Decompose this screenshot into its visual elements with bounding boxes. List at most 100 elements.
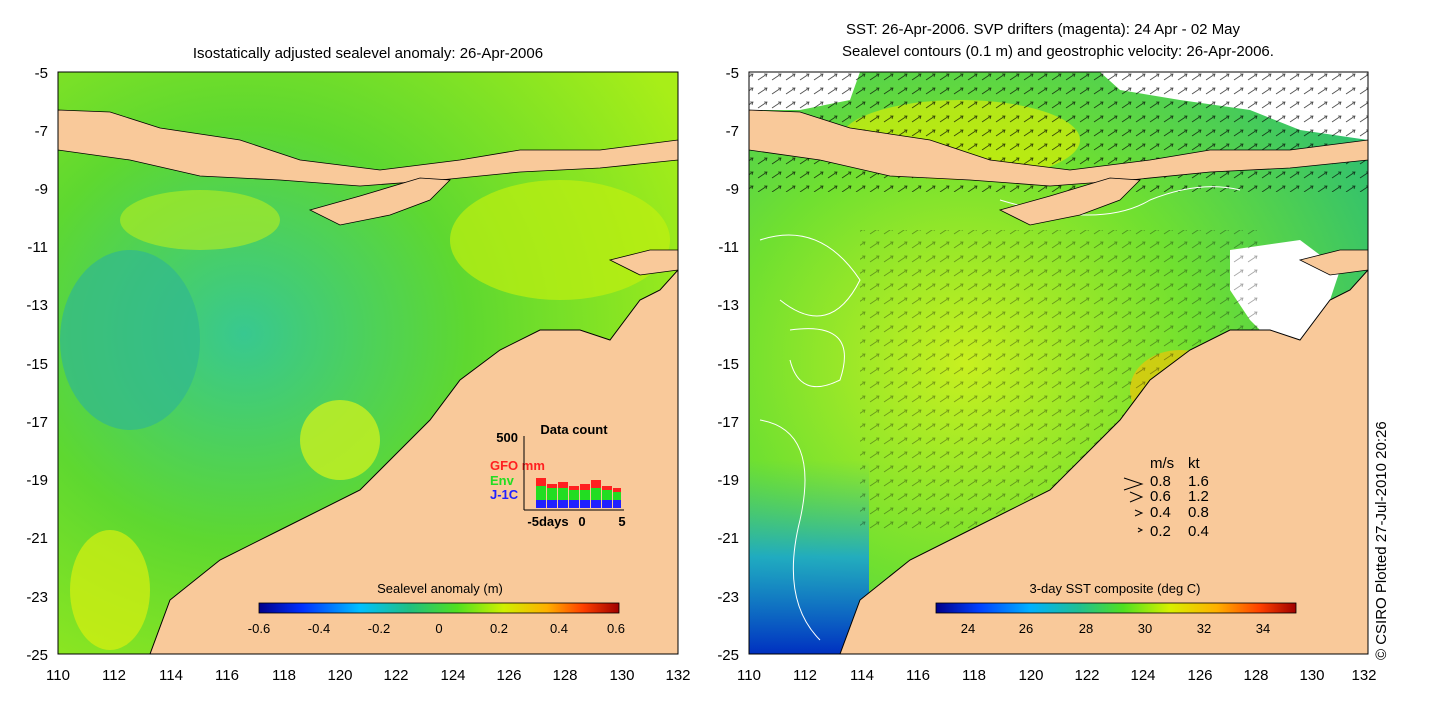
velocity-key-ms: 0.2 [1150, 523, 1171, 540]
left-colorbar-title: Sealevel anomaly (m) [377, 581, 503, 596]
right-xtick: 116 [906, 667, 930, 684]
credit-text: © CSIRO Plotted 27-Jul-2010 20:26 [1373, 421, 1390, 660]
left-colorbar-tick: 0.4 [550, 621, 568, 636]
data-count-title: Data count [540, 422, 608, 437]
left-xtick: 116 [215, 667, 239, 684]
right-colorbar-tick: 30 [1138, 621, 1152, 636]
legend-gfo: GFO mm [490, 458, 545, 473]
left-xtick: 120 [327, 667, 352, 684]
data-count-xlabel: 5 [618, 514, 625, 529]
left-colorbar-tick: 0.2 [490, 621, 508, 636]
right-ytick: -19 [717, 472, 739, 489]
left-map [58, 72, 678, 654]
right-ytick: -13 [717, 297, 739, 314]
velocity-key-kt-header: kt [1188, 455, 1201, 472]
legend-env: Env [490, 473, 515, 488]
velocity-arrow-04 [1134, 509, 1144, 517]
velocity-key-kt: 1.6 [1188, 473, 1209, 490]
velocity-key: m/s kt 0.8 1.6 0.6 1.2 0.4 0.8 0.2 0.4 [1123, 455, 1209, 540]
left-xtick: 130 [609, 667, 634, 684]
right-xtick: 128 [1243, 667, 1268, 684]
left-y-ticks: -5 -7 -9 -11 -13 -15 -17 -19 -21 -23 -25 [26, 65, 48, 664]
right-xtick: 132 [1351, 667, 1376, 684]
left-ytick: -19 [26, 472, 48, 489]
velocity-key-ms-header: m/s [1150, 455, 1174, 472]
left-frame [57, 71, 679, 655]
right-ytick: -15 [717, 356, 739, 373]
left-xtick: 132 [665, 667, 690, 684]
left-colorbar-tick: -0.4 [308, 621, 330, 636]
right-colorbar-tick: 24 [961, 621, 975, 636]
right-xtick: 126 [1187, 667, 1212, 684]
left-xtick: 122 [383, 667, 408, 684]
right-colorbar-tick: 26 [1019, 621, 1033, 636]
velocity-key-kt: 0.4 [1188, 523, 1209, 540]
right-xtick: 110 [737, 667, 761, 684]
right-ytick: -17 [717, 414, 739, 431]
left-xtick: 128 [552, 667, 577, 684]
data-count-xlabel: 0 [578, 514, 585, 529]
data-count-xlabel: -5days [527, 514, 568, 529]
right-colorbar: 3-day SST composite (deg C) 24 26 28 30 … [935, 581, 1297, 636]
data-count-ymax: 500 [496, 430, 518, 445]
right-xtick: 118 [962, 667, 986, 684]
right-title-line1: SST: 26-Apr-2006. SVP drifters (magenta)… [846, 21, 1241, 38]
left-island-chain [58, 109, 678, 187]
left-timor [308, 177, 451, 226]
left-title: Isostatically adjusted sealevel anomaly:… [193, 45, 543, 62]
left-ytick: -7 [35, 123, 48, 140]
velocity-arrow-02 [1137, 527, 1144, 533]
right-island-chain [749, 109, 1368, 187]
velocity-key-ms: 0.6 [1150, 488, 1171, 505]
right-xtick: 122 [1074, 667, 1099, 684]
velocity-key-ms: 0.8 [1150, 473, 1171, 490]
right-colorbar-tick: 28 [1079, 621, 1093, 636]
velocity-arrow-06 [1129, 491, 1144, 503]
velocity-key-kt: 1.2 [1188, 488, 1209, 505]
right-ytick: -7 [726, 123, 739, 140]
right-ytick: -25 [717, 647, 739, 664]
right-ytick: -11 [718, 239, 739, 256]
right-frame [748, 71, 1369, 655]
left-colorbar-tick: -0.2 [368, 621, 390, 636]
right-xtick: 120 [1018, 667, 1043, 684]
right-y-ticks: -5 -7 -9 -11 -13 -15 -17 -19 -21 -23 -25 [717, 65, 739, 664]
right-xtick: 124 [1130, 667, 1155, 684]
left-xtick: 114 [159, 667, 183, 684]
data-count-inset: Data count 500 GFO mm Env J-1C -5days 0 … [490, 422, 626, 529]
right-map [749, 72, 1368, 654]
left-colorbar-tick: 0 [435, 621, 442, 636]
right-xtick: 114 [850, 667, 874, 684]
left-xtick: 110 [46, 667, 70, 684]
velocity-arrow-08 [1123, 477, 1144, 491]
velocity-key-ms: 0.4 [1150, 504, 1171, 521]
right-ytick: -23 [717, 589, 739, 606]
legend-j1c: J-1C [490, 487, 519, 502]
right-xtick: 112 [793, 667, 817, 684]
left-ytick: -13 [26, 297, 48, 314]
right-colorbar-tick: 34 [1256, 621, 1270, 636]
right-colorbar-tick: 32 [1197, 621, 1211, 636]
right-australia [839, 269, 1368, 654]
right-ytick: -21 [717, 530, 739, 547]
left-colorbar-tick: -0.6 [248, 621, 270, 636]
left-ytick: -23 [26, 589, 48, 606]
right-title-line2: Sealevel contours (0.1 m) and geostrophi… [842, 43, 1274, 60]
left-xtick: 112 [102, 667, 126, 684]
left-ytick: -5 [35, 65, 48, 82]
left-ytick: -21 [26, 530, 48, 547]
left-australia [149, 269, 678, 654]
left-x-ticks: 110 112 114 116 118 120 122 124 126 128 … [46, 667, 690, 684]
left-colorbar: Sealevel anomaly (m) -0.6 -0.4 -0.2 0 0.… [248, 581, 625, 636]
right-timor [998, 177, 1141, 226]
right-ytick: -9 [726, 181, 739, 198]
left-ytick: -15 [26, 356, 48, 373]
left-ytick: -11 [27, 239, 48, 256]
right-xtick: 130 [1299, 667, 1324, 684]
left-ytick: -25 [26, 647, 48, 664]
left-ytick: -17 [26, 414, 48, 431]
left-xtick: 124 [440, 667, 465, 684]
right-x-ticks: 110 112 114 116 118 120 122 124 126 128 … [737, 667, 1376, 684]
left-xtick: 126 [496, 667, 521, 684]
